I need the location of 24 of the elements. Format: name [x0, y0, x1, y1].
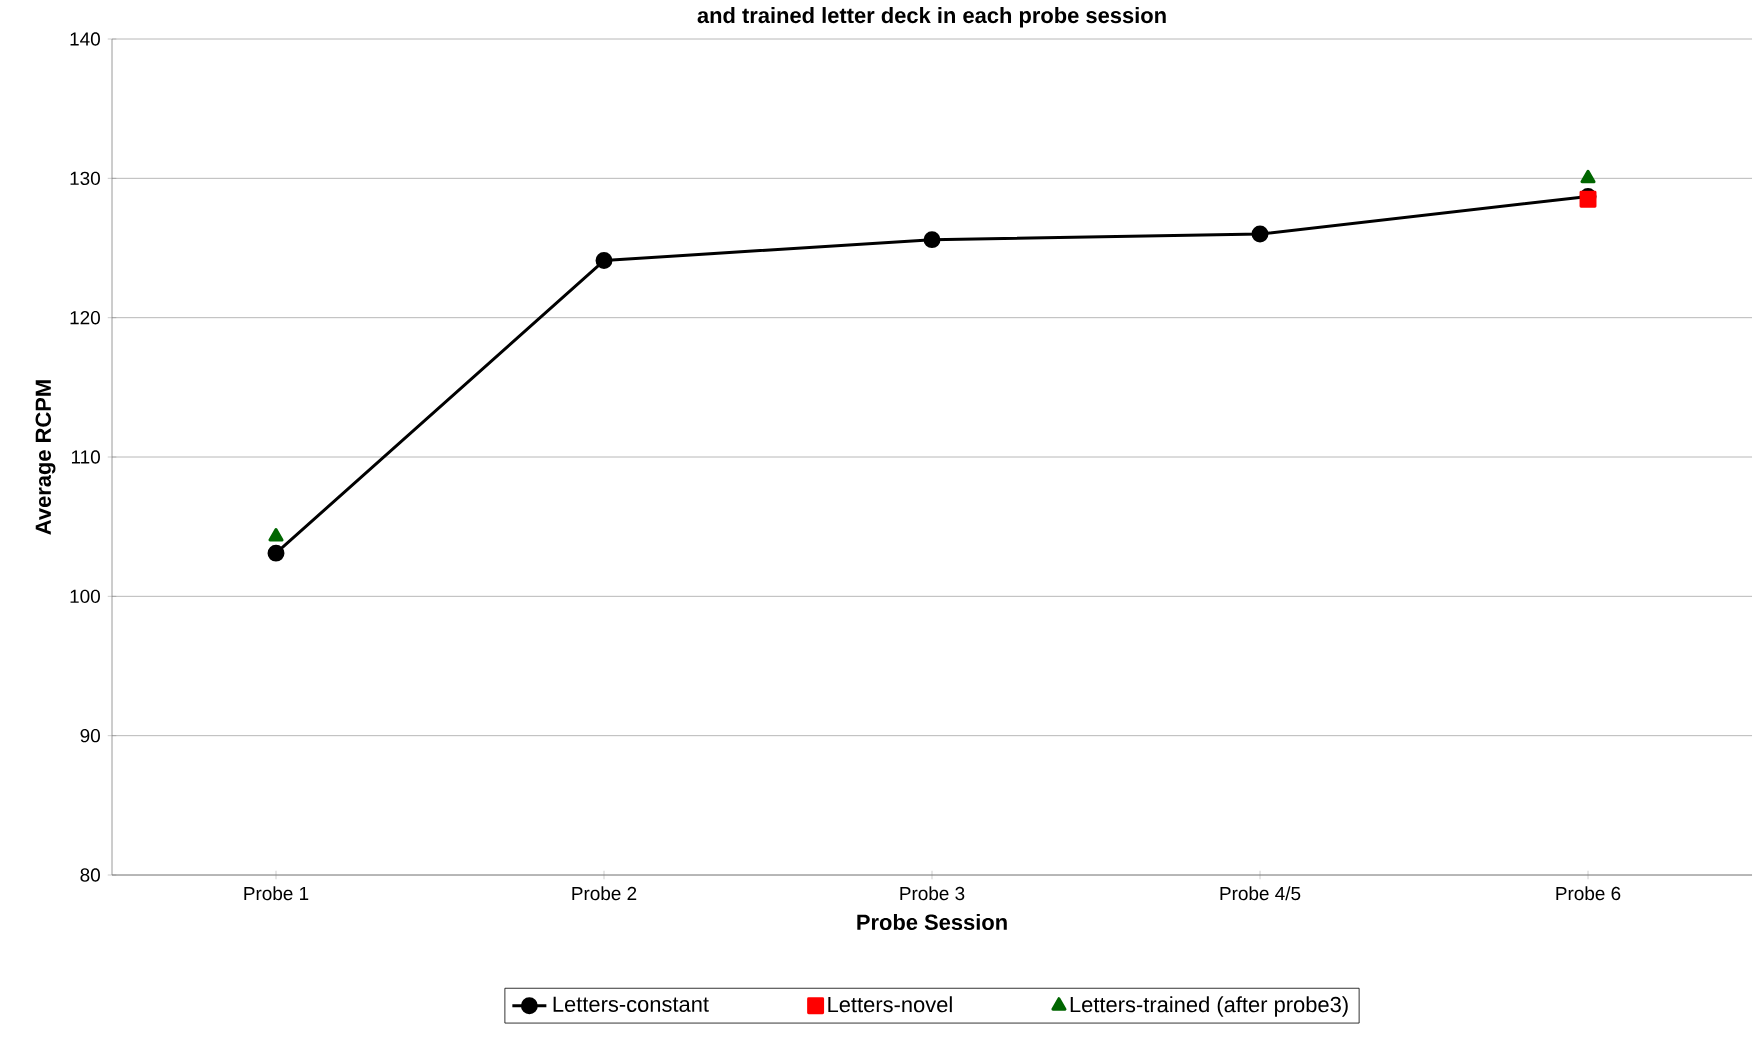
y-tick-label: 140	[70, 32, 100, 46]
point	[1580, 169, 1596, 184]
x-axis-title: Probe Session	[857, 913, 1007, 930]
chart-title: and trained letter deck in each probe session	[697, 7, 1166, 28]
x-tick-label: Probe 6	[1556, 886, 1621, 901]
point	[595, 252, 613, 270]
y-tick-label: 90	[80, 728, 100, 743]
legend-label: Letters-constant	[553, 996, 709, 1012]
legend-label: Letters-novel	[828, 996, 952, 1013]
x-tick-label: Probe 2	[572, 886, 637, 901]
legend-label: Letters-trained (after probe3)	[1070, 996, 1348, 1017]
y-tick-label: 130	[70, 171, 100, 186]
y-tick-label: 80	[80, 868, 100, 882]
point	[1251, 225, 1269, 243]
y-tick-label: 120	[70, 310, 100, 325]
y-axis-title: Average RCPM	[35, 380, 56, 535]
point	[923, 231, 941, 249]
y-tick-label: 110	[71, 450, 100, 464]
x-tick-label: Probe 1	[244, 886, 309, 901]
x-tick-label: Probe 4/5	[1220, 886, 1301, 901]
point	[267, 544, 285, 562]
point	[268, 527, 284, 542]
y-tick-label: 100	[70, 589, 100, 604]
x-tick-label: Probe 3	[900, 886, 965, 901]
